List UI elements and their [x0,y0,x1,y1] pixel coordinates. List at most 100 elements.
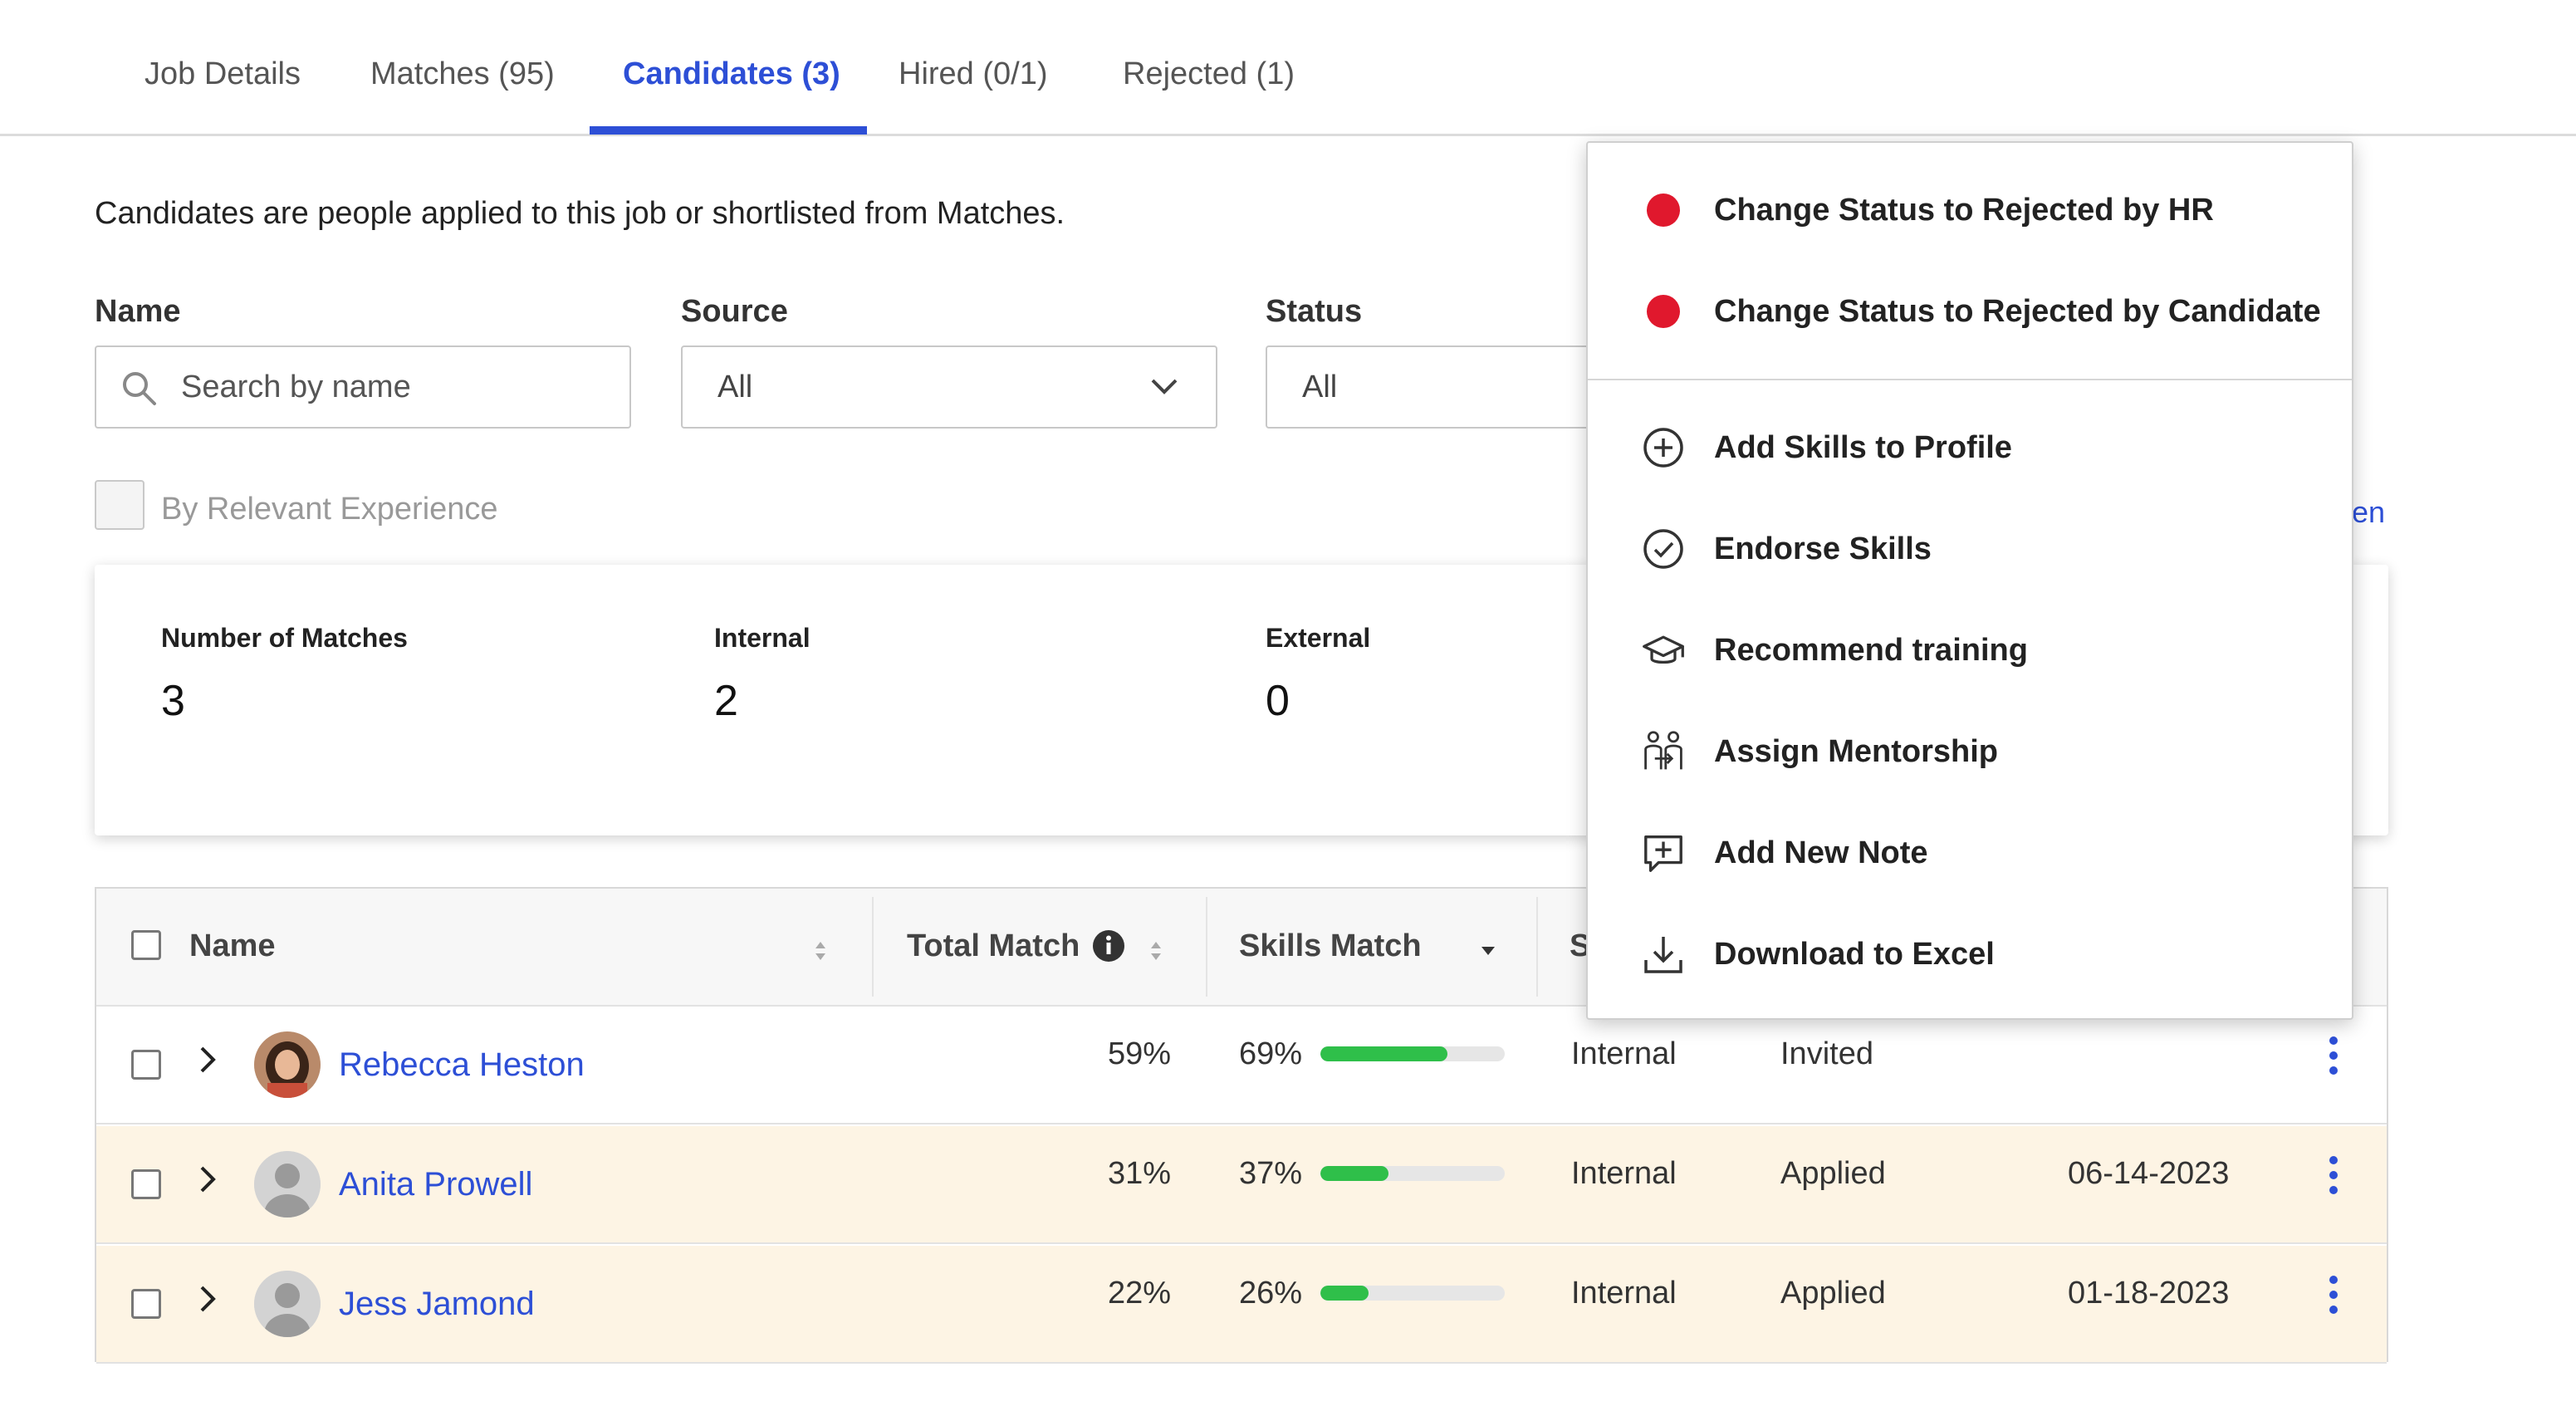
status-filter-label: Status [1266,294,1363,329]
select-all-checkbox[interactable] [131,930,161,960]
column-divider [1536,897,1538,997]
candidate-name-link[interactable]: Jess Jamond [339,1286,535,1322]
date-value: 01-18-2023 [2068,1276,2230,1311]
menu-item-label: Change Status to Rejected by HR [1714,192,2214,228]
external-count-label: External [1266,623,1371,653]
name-filter-label: Name [95,294,181,329]
menu-divider [1588,379,2352,380]
status-value: Applied [1780,1156,1886,1191]
column-header-skills-match[interactable]: Skills Match [1239,928,1422,963]
graduation-cap-icon [1641,628,1686,673]
internal-count-label: Internal [714,623,811,653]
avatar [254,1151,321,1217]
matches-count-value: 3 [161,677,185,725]
skills-progress-fill [1320,1286,1369,1301]
menu-item-label: Add New Note [1714,835,1928,870]
table-row[interactable]: Anita Prowell 31% 37% Internal Applied 0… [96,1126,2387,1244]
skills-match-value: 26% [1239,1276,1303,1311]
menu-item-download-excel[interactable]: Download to Excel [1588,909,2352,1000]
row-actions-menu: Change Status to Rejected by HR Change S… [1586,141,2353,1020]
source-filter-label: Source [681,294,788,329]
red-dot-icon [1641,188,1686,233]
status-select-value: All [1302,369,1338,404]
matches-count-label: Number of Matches [161,623,408,653]
source-value: Internal [1571,1156,1677,1191]
total-match-value: 22% [1108,1276,1172,1311]
chevron-down-icon [1148,375,1181,403]
menu-item-label: Add Skills to Profile [1714,429,2012,465]
expand-chevron-icon[interactable] [198,1164,218,1198]
sort-icon[interactable] [1149,940,1163,966]
info-icon[interactable] [1091,928,1126,968]
plus-circle-icon [1641,425,1686,470]
status-value: Invited [1780,1036,1873,1071]
table-row[interactable]: Jess Jamond 22% 26% Internal Applied 01-… [96,1246,2387,1364]
tab-candidates[interactable]: Candidates (3) [623,56,840,91]
status-value: Applied [1780,1276,1886,1311]
candidate-name-link[interactable]: Anita Prowell [339,1166,533,1203]
search-placeholder: Search by name [181,369,411,404]
menu-item-label: Assign Mentorship [1714,733,1999,769]
column-header-total-match[interactable]: Total Match [907,928,1080,963]
menu-item-reject-by-hr[interactable]: Change Status to Rejected by HR [1588,164,2352,256]
row-checkbox[interactable] [131,1289,161,1319]
kebab-menu-icon[interactable] [2327,1154,2340,1200]
intro-text: Candidates are people applied to this jo… [95,196,1065,231]
mentorship-icon [1641,729,1686,774]
source-value: Internal [1571,1276,1677,1311]
kebab-menu-icon[interactable] [2327,1035,2340,1080]
source-value: Internal [1571,1036,1677,1071]
overflow-link[interactable]: en [2352,495,2386,529]
table-row[interactable]: Rebecca Heston 59% 69% Internal Invited [96,1007,2387,1124]
skills-progress-bar [1320,1166,1505,1181]
menu-item-recommend-training[interactable]: Recommend training [1588,605,2352,696]
relevant-experience-checkbox[interactable] [95,480,144,530]
sort-icon[interactable] [814,940,827,966]
menu-item-add-note[interactable]: Add New Note [1588,807,2352,899]
total-match-value: 31% [1108,1156,1172,1191]
date-value: 06-14-2023 [2068,1156,2230,1191]
search-input[interactable]: Search by name [95,345,631,429]
skills-progress-fill [1320,1166,1389,1181]
menu-item-endorse-skills[interactable]: Endorse Skills [1588,503,2352,595]
internal-count-value: 2 [714,677,738,725]
total-match-value: 59% [1108,1036,1172,1071]
skills-match-value: 37% [1239,1156,1303,1191]
menu-item-reject-by-candidate[interactable]: Change Status to Rejected by Candidate [1588,266,2352,357]
menu-item-add-skills[interactable]: Add Skills to Profile [1588,402,2352,493]
status-select[interactable]: All [1266,345,1598,429]
expand-chevron-icon[interactable] [198,1284,218,1318]
search-icon [120,369,159,413]
tab-rejected[interactable]: Rejected (1) [1123,56,1295,91]
source-select-value: All [717,369,753,404]
column-divider [1206,897,1207,997]
row-checkbox[interactable] [131,1169,161,1199]
avatar [254,1031,321,1098]
tab-job-details[interactable]: Job Details [144,56,301,91]
row-checkbox[interactable] [131,1050,161,1080]
menu-item-label: Download to Excel [1714,936,1995,972]
note-plus-icon [1641,830,1686,875]
column-header-name[interactable]: Name [189,928,276,963]
avatar [254,1271,321,1337]
tab-bar: Job Details Matches (95) Candidates (3) … [0,0,2576,136]
tab-hired[interactable]: Hired (0/1) [899,56,1048,91]
menu-item-label: Endorse Skills [1714,531,1932,566]
skills-progress-bar [1320,1046,1505,1061]
menu-item-label: Recommend training [1714,632,2028,668]
external-count-value: 0 [1266,677,1290,725]
sort-desc-icon[interactable] [1480,945,1496,961]
tab-matches[interactable]: Matches (95) [370,56,555,91]
candidate-name-link[interactable]: Rebecca Heston [339,1046,585,1083]
expand-chevron-icon[interactable] [198,1045,218,1079]
kebab-menu-icon[interactable] [2327,1274,2340,1320]
column-divider [872,897,874,997]
skills-match-value: 69% [1239,1036,1303,1071]
menu-item-assign-mentorship[interactable]: Assign Mentorship [1588,706,2352,797]
source-select[interactable]: All [681,345,1217,429]
red-dot-icon [1641,289,1686,334]
download-icon [1641,932,1686,977]
menu-item-label: Change Status to Rejected by Candidate [1714,293,2321,329]
skills-progress-fill [1320,1046,1448,1061]
